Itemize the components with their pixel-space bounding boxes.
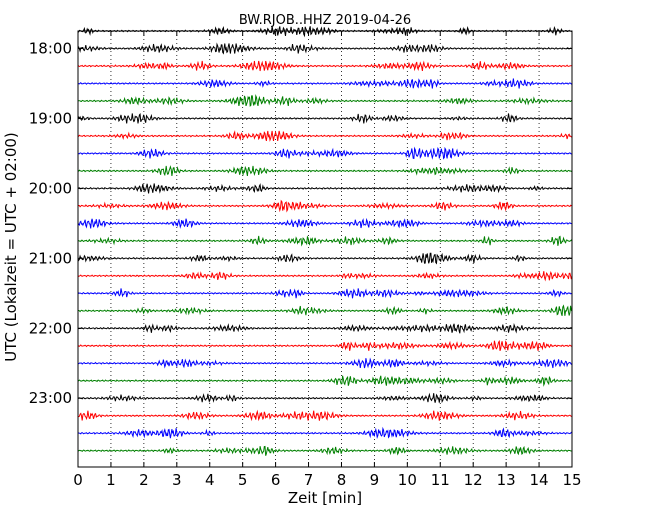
x-tick-label: 11 bbox=[431, 471, 450, 489]
trace-group bbox=[77, 25, 573, 456]
plot-frame bbox=[77, 30, 573, 468]
seismogram-trace bbox=[77, 165, 573, 177]
x-tick-label: 1 bbox=[106, 471, 116, 489]
x-tick-label: 15 bbox=[562, 471, 581, 489]
x-tick-label: 6 bbox=[271, 471, 281, 489]
seismogram-trace bbox=[77, 252, 573, 265]
seismogram-trace bbox=[77, 78, 573, 89]
chart-title: BW.RJOB..HHZ 2019-04-26 bbox=[239, 13, 411, 28]
x-tick-label: 12 bbox=[464, 471, 483, 489]
seismogram-trace bbox=[77, 130, 573, 142]
seismogram-trace bbox=[77, 426, 573, 440]
x-tick-label: 4 bbox=[205, 471, 215, 489]
seismogram-trace bbox=[77, 217, 573, 229]
seismogram-trace bbox=[77, 42, 573, 55]
x-tick-label: 9 bbox=[370, 471, 380, 489]
seismogram-trace bbox=[77, 339, 573, 351]
y-axis-label: UTC (Lokalzeit = UTC + 02:00) bbox=[2, 132, 20, 362]
x-tick-label: 2 bbox=[139, 471, 149, 489]
y-tick-label: 21:00 bbox=[29, 249, 72, 267]
seismogram-trace bbox=[77, 199, 573, 213]
seismogram-trace bbox=[77, 375, 573, 387]
grid-lines bbox=[110, 31, 540, 467]
x-tick-label: 8 bbox=[337, 471, 347, 489]
y-axis: 18:00 19:00 20:00 21:00 22:00 23:00 bbox=[29, 39, 572, 407]
seismogram-trace bbox=[77, 409, 573, 422]
seismogram-trace bbox=[77, 322, 573, 334]
y-tick-label: 23:00 bbox=[29, 389, 72, 407]
x-tick-label: 7 bbox=[304, 471, 314, 489]
seismogram-trace bbox=[77, 60, 573, 72]
x-axis: 0 1 2 3 4 5 6 7 8 9 10 11 12 13 14 15 bbox=[73, 31, 582, 489]
seismogram-trace bbox=[77, 270, 573, 282]
y-tick-label: 19:00 bbox=[29, 109, 72, 127]
seismogram-trace bbox=[77, 357, 573, 370]
y-tick-label: 20:00 bbox=[29, 179, 72, 197]
x-tick-label: 10 bbox=[398, 471, 417, 489]
x-tick-label: 0 bbox=[73, 471, 83, 489]
seismogram-trace bbox=[77, 112, 573, 124]
seismogram-trace bbox=[77, 146, 573, 160]
seismogram-trace bbox=[77, 392, 573, 404]
seismogram-trace bbox=[77, 445, 573, 456]
x-axis-label: Zeit [min] bbox=[288, 489, 362, 507]
seismogram-trace bbox=[78, 304, 573, 316]
x-tick-label: 3 bbox=[172, 471, 182, 489]
y-tick-label: 22:00 bbox=[29, 319, 72, 337]
x-tick-label: 5 bbox=[238, 471, 248, 489]
seismogram-trace bbox=[77, 235, 573, 247]
x-tick-label: 14 bbox=[530, 471, 549, 489]
seismogram-trace bbox=[77, 183, 573, 194]
seismogram-trace bbox=[77, 93, 573, 107]
seismogram-trace bbox=[77, 288, 573, 299]
y-tick-label: 18:00 bbox=[29, 39, 72, 57]
x-tick-label: 13 bbox=[497, 471, 516, 489]
